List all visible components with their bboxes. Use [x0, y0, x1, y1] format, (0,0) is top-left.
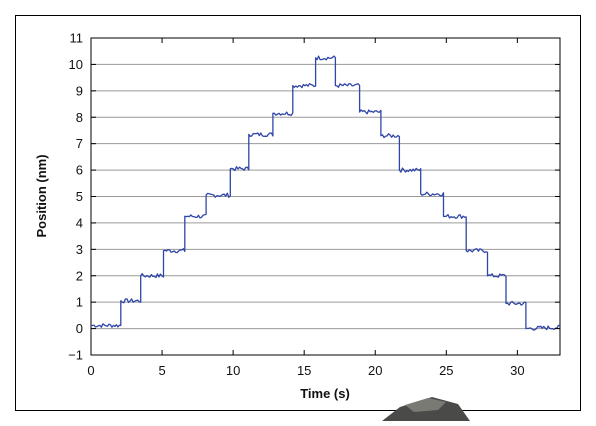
figure-border — [15, 15, 581, 411]
y-tick-label: 3 — [76, 242, 83, 257]
y-tick-label: 2 — [76, 268, 83, 283]
grid-lines — [91, 37, 560, 356]
x-tick-label: 5 — [158, 363, 165, 378]
y-tick-label: 0 — [76, 321, 83, 336]
y-tick-label: 11 — [70, 31, 84, 46]
y-tick-label: 4 — [76, 215, 83, 230]
y-tick-label: 5 — [76, 189, 83, 204]
x-tick-label: 15 — [297, 363, 311, 378]
series-line — [90, 55, 561, 331]
x-tick-label: 20 — [368, 363, 382, 378]
y-tick-label: 1 — [76, 295, 83, 310]
x-axis-ticks: 0 5 10 15 20 25 30 — [87, 38, 525, 378]
y-tick-label: 9 — [76, 83, 83, 98]
y-axis-ticks: −1 0 1 2 3 4 5 6 7 8 9 10 11 — [68, 31, 560, 363]
y-tick-label: −1 — [68, 348, 83, 363]
y-tick-label: 10 — [69, 57, 83, 72]
y-tick-label: 8 — [76, 110, 83, 125]
photo-fragment — [382, 397, 470, 421]
x-tick-label: 0 — [87, 363, 94, 378]
x-tick-label: 25 — [439, 363, 453, 378]
y-axis-title: Position (nm) — [34, 154, 49, 237]
y-tick-label: 7 — [76, 136, 83, 151]
x-tick-label: 10 — [226, 363, 240, 378]
y-tick-label: 6 — [76, 163, 83, 178]
x-axis-title: Time (s) — [300, 386, 350, 401]
x-tick-label: 30 — [510, 363, 524, 378]
